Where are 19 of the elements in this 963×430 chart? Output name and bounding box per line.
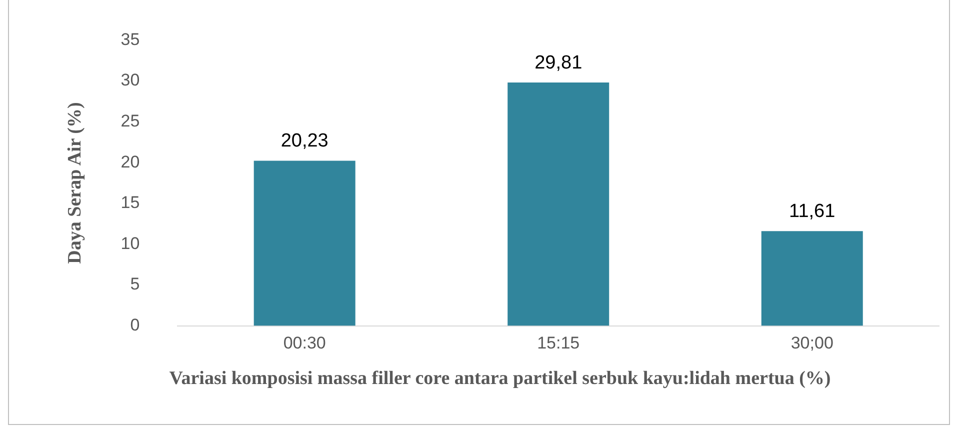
bar: [254, 160, 356, 326]
y-tick-label: 35: [120, 30, 140, 49]
y-tick-label: 0: [130, 315, 140, 334]
data-label: 29,81: [534, 52, 582, 74]
y-tick-label: 10: [120, 234, 140, 253]
y-tick-label: 30: [120, 70, 140, 90]
data-label: 20,23: [280, 130, 328, 152]
bar: [508, 82, 610, 326]
x-tick-label: 15:15: [537, 334, 580, 353]
x-tick-label: 00:30: [283, 334, 326, 353]
y-tick-label: 5: [130, 274, 140, 294]
y-tick-label: 20: [120, 152, 140, 172]
data-label: 11,61: [789, 200, 836, 222]
x-tick-label: 30;00: [790, 334, 834, 353]
bar: [761, 231, 863, 326]
y-axis-title: Daya Serap Air (%): [64, 102, 86, 264]
y-tick-label: 25: [120, 111, 140, 130]
y-tick-label: 15: [120, 193, 140, 212]
x-axis-title: Variasi komposisi massa filler core antara partikel serbuk kayu:lidah mertua (%): [168, 367, 832, 391]
